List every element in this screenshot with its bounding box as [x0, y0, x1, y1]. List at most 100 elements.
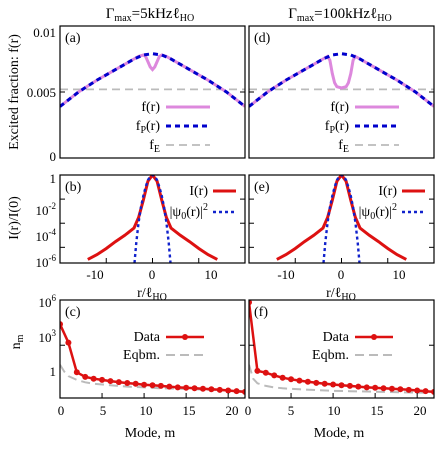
- data-point-c: [157, 382, 164, 389]
- data-point-f: [338, 382, 345, 389]
- data-point-f: [355, 383, 362, 390]
- xtick-label-b-1: -10: [86, 267, 103, 282]
- series-psi-b: [133, 175, 172, 263]
- data-point-f: [313, 379, 320, 386]
- series-psi-e-group: [322, 175, 361, 263]
- legend-layer: f(r) fP(r) fE f(r) fP(r) fE I(r) |ψ0(r)|2 I(r) |ψ…: [123, 100, 425, 363]
- legend-label-data-c: Data: [134, 330, 161, 345]
- data-point-c: [73, 369, 80, 376]
- series-f-a: [60, 53, 245, 108]
- legend-label-psi-e: |ψ0(r)|2: [359, 202, 397, 222]
- legend-label-I-b: I(r): [189, 184, 208, 199]
- data-point-c: [99, 376, 106, 383]
- legend-marker-data-c: [182, 334, 188, 340]
- data-point-c: [65, 339, 72, 346]
- panel-frame-f: [248, 299, 435, 399]
- series-I-e-group: [276, 175, 407, 261]
- ytick-label-b-2: 10-2: [36, 201, 57, 218]
- legend-rest: (r): [335, 119, 349, 134]
- xtick-label-c-5: 20: [226, 403, 239, 418]
- data-point-c: [225, 387, 232, 394]
- column-title-right: Γmax=100kHzℓHO: [288, 6, 391, 24]
- plot-layer: [60, 52, 434, 395]
- series-eqbm-f: [249, 364, 434, 394]
- xtick-label-b-3: 10: [205, 267, 218, 282]
- legend-sup: 2: [392, 202, 397, 213]
- data-point-c: [174, 384, 181, 391]
- legend-label-psi-b: |ψ0(r)|2: [170, 202, 208, 222]
- legend-rest: (r)|: [186, 205, 203, 220]
- legend-rest: (r): [146, 119, 160, 134]
- data-point-c: [191, 385, 198, 392]
- data-point-c: [115, 379, 122, 386]
- data-point-f: [254, 367, 261, 374]
- data-point-c: [107, 378, 114, 385]
- xlabel-f: Mode, m: [314, 426, 365, 441]
- legend-sub: 0: [370, 211, 375, 222]
- ytick-label-a-2: 0.005: [27, 85, 56, 100]
- legend-sub: 0: [181, 211, 186, 222]
- series-psi-b-group: [133, 175, 172, 263]
- legend-sub: P: [140, 125, 146, 136]
- panel-frame-e: [248, 174, 435, 264]
- legend-label-fE-d: fE: [338, 138, 349, 155]
- data-point-f: [321, 380, 328, 387]
- data-point-f: [388, 385, 395, 392]
- xtick-label-f-3: 10: [328, 403, 341, 418]
- panel-label-b: (b): [65, 180, 82, 195]
- xtick-label-b-2: 0: [149, 267, 156, 282]
- data-point-f: [330, 381, 337, 388]
- data-point-f: [296, 377, 303, 384]
- data-point-f: [288, 376, 295, 383]
- data-point-f: [262, 369, 269, 376]
- data-point-f: [372, 384, 379, 391]
- legend-label-fE-a: fE: [149, 138, 160, 155]
- data-point-f: [380, 385, 387, 392]
- ylabel-c: nm: [9, 334, 26, 349]
- xtick-label-c-4: 15: [183, 403, 196, 418]
- legend-marker-data-f: [371, 334, 377, 340]
- data-point-f: [279, 374, 286, 381]
- series-data-f-group: [249, 300, 434, 395]
- legend-rest: (r)|: [375, 205, 392, 220]
- ytick-label-a-1: 0.01: [33, 25, 56, 40]
- data-point-c: [208, 386, 215, 393]
- legend-label-I-e: I(r): [378, 184, 397, 199]
- series-fP-a: [60, 52, 245, 108]
- legend-label-eqbm-c: Eqbm.: [123, 348, 160, 363]
- series-I-b: [87, 175, 218, 261]
- xtick-label-c-1: 0: [58, 403, 65, 418]
- data-point-c: [141, 381, 148, 388]
- series-f-d-group: [249, 54, 434, 108]
- xtick-label-e-3: 10: [393, 267, 406, 282]
- xtick-label-e-2: 0: [338, 267, 345, 282]
- legend-label-fP-d: fP(r): [325, 119, 350, 136]
- panel-label-c: (c): [65, 305, 81, 320]
- data-point-f: [431, 388, 434, 395]
- data-point-f: [249, 300, 252, 306]
- xtick-label-c-2: 5: [100, 403, 107, 418]
- legend-sub: E: [154, 144, 160, 155]
- ytick-label-c-1: 106: [39, 293, 57, 310]
- panel-label-e: (e): [254, 180, 270, 195]
- series-fP-a-group: [60, 52, 245, 108]
- ytick-label-c-3: 1: [50, 364, 57, 379]
- data-point-f: [271, 372, 278, 379]
- panel-frame-c: [59, 299, 246, 399]
- data-point-f: [346, 382, 353, 389]
- legend-sub: E: [343, 144, 349, 155]
- ytick-label-c-2: 103: [39, 328, 57, 345]
- ytick-label-a-3: 0: [50, 149, 57, 164]
- xtick-label-f-2: 5: [288, 403, 295, 418]
- legend-sup: 2: [203, 202, 208, 213]
- series-I-e: [276, 175, 407, 261]
- data-point-c: [149, 382, 156, 389]
- series-data-c-group: [60, 321, 245, 395]
- data-point-c: [216, 386, 223, 393]
- series-eqbm-c: [60, 364, 245, 393]
- xlabel-c: Mode, m: [125, 426, 176, 441]
- xtick-label-c-3: 10: [140, 403, 153, 418]
- legend-label-fP-a: fP(r): [136, 119, 161, 136]
- data-point-c: [183, 384, 190, 391]
